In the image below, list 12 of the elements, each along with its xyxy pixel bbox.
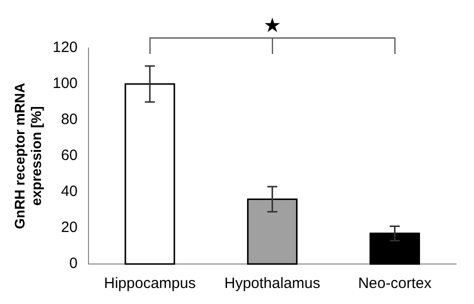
x-tick-label: Neo-cortex: [358, 275, 432, 292]
y-tick-label: 80: [60, 111, 78, 128]
y-tick-label: 100: [52, 75, 78, 92]
x-tick-label: Hippocampus: [104, 275, 196, 292]
text: ★: [262, 13, 282, 37]
x-tick-label: Hypothalamus: [224, 275, 320, 292]
y-tick-label: 60: [60, 147, 78, 164]
y-tick-label: 120: [52, 39, 78, 56]
y-tick-label: 40: [60, 183, 78, 200]
y-axis-title: GnRH receptor mRNA expression [%]: [11, 82, 44, 230]
y-tick-label: 20: [60, 219, 78, 236]
y-tick-label: 0: [69, 255, 78, 272]
